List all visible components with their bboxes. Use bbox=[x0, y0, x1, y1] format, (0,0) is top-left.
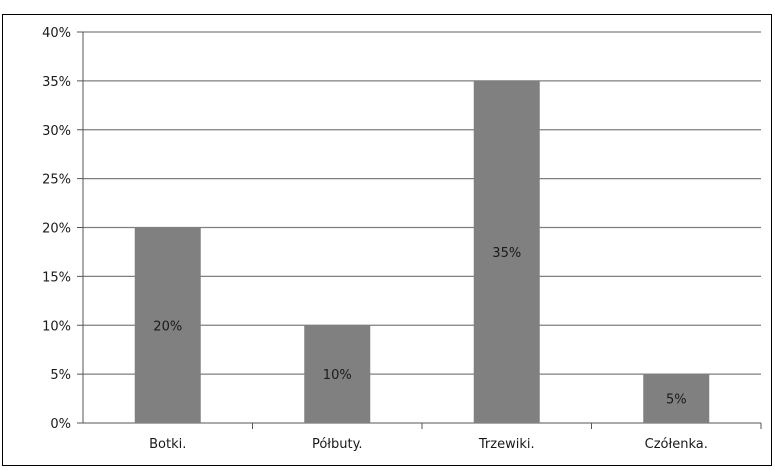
y-tick-label: 20% bbox=[42, 222, 71, 237]
data-label: 35% bbox=[492, 246, 521, 261]
bar-4 bbox=[643, 374, 710, 423]
x-tick-label: Trzewiki. bbox=[478, 437, 535, 452]
y-tick-label: 0% bbox=[50, 417, 71, 432]
bar-3 bbox=[473, 80, 540, 423]
x-tick-labels: Botki. Półbuty. Trzewiki. Czółenka. bbox=[149, 437, 708, 452]
bar-chart: 0% 5% 10% 15% 20% 25% 30% 35% 40% 20% 10% 35% 5% Bo… bbox=[42, 26, 762, 452]
x-tick-label: Botki. bbox=[149, 437, 186, 452]
data-label: 20% bbox=[153, 319, 182, 334]
y-tick-label: 15% bbox=[42, 270, 71, 285]
x-tick-label: Czółenka. bbox=[645, 437, 708, 452]
data-label: 10% bbox=[323, 368, 352, 383]
y-tick-label: 5% bbox=[50, 368, 71, 383]
y-tick-label: 35% bbox=[42, 75, 71, 90]
data-label: 5% bbox=[666, 393, 687, 408]
y-tick-label: 25% bbox=[42, 173, 71, 188]
chart-frame: 0% 5% 10% 15% 20% 25% 30% 35% 40% 20% 10% 35% 5% Bo… bbox=[2, 14, 772, 466]
y-tick-label: 40% bbox=[42, 26, 71, 41]
y-tick-labels: 0% 5% 10% 15% 20% 25% 30% 35% 40% bbox=[42, 26, 71, 432]
y-tick-label: 10% bbox=[42, 319, 71, 334]
bar-2 bbox=[304, 325, 371, 423]
data-labels: 20% 10% 35% 5% bbox=[153, 246, 686, 408]
x-tick-label: Półbuty. bbox=[312, 437, 363, 452]
y-tick-label: 30% bbox=[42, 124, 71, 139]
bars bbox=[134, 80, 710, 423]
bar-1 bbox=[134, 227, 201, 423]
